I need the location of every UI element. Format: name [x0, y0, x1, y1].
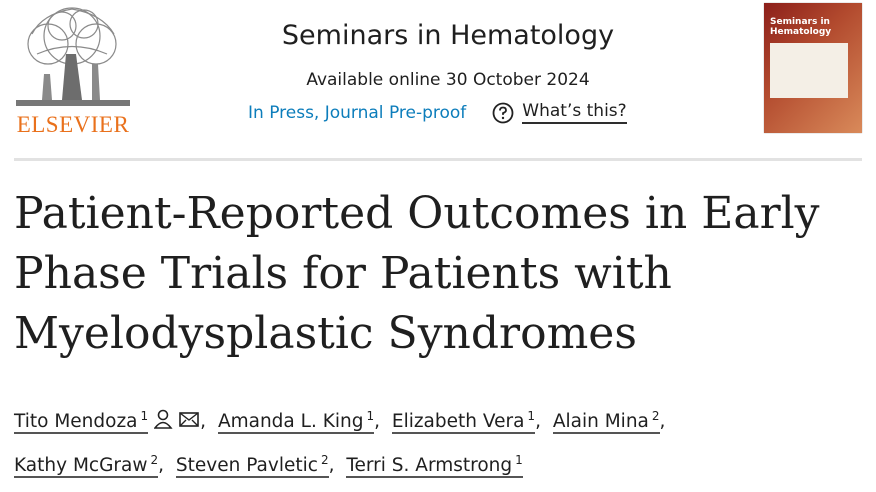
author: Elizabeth Vera 1 — [391, 409, 547, 435]
author: Terri S. Armstrong 1 — [346, 453, 523, 479]
author: Alain Mina 2 — [552, 409, 671, 435]
affiliation[interactable]: 1 — [140, 409, 149, 423]
affiliation[interactable]: 2 — [651, 409, 660, 423]
affiliation[interactable]: 1 — [366, 409, 375, 423]
elsevier-logo[interactable] — [12, 4, 134, 112]
status-link[interactable]: In Press, Journal Pre-proof — [248, 102, 467, 123]
article-title: Patient-Reported Outcomes in Early Phase… — [14, 188, 820, 359]
author-name[interactable]: Elizabeth Vera 1 — [391, 409, 536, 435]
author-name[interactable]: Steven Pavletic 2 — [175, 453, 329, 479]
cover-title: Seminars in Hematology — [770, 17, 832, 37]
author: Kathy McGraw 2 — [14, 453, 170, 479]
affiliation[interactable]: 1 — [515, 453, 523, 468]
author-name[interactable]: Amanda L. King 1 — [217, 409, 375, 435]
author-name[interactable]: Tito Mendoza 1 — [14, 409, 149, 435]
affiliation[interactable]: 2 — [150, 453, 159, 468]
status-line: In Press, Journal Pre-proof What’s this? — [248, 101, 627, 124]
author-icons[interactable] — [153, 409, 200, 434]
affiliation[interactable]: 2 — [320, 453, 329, 468]
author-name[interactable]: Alain Mina 2 — [552, 409, 660, 435]
publisher: ELSEVIER — [16, 112, 130, 137]
cover-figure — [770, 43, 848, 98]
available-date: Available online 30 October 2024 — [306, 70, 590, 90]
affiliation[interactable]: 1 — [527, 409, 536, 423]
contact-icons[interactable] — [153, 409, 200, 429]
help-icon[interactable] — [492, 102, 514, 124]
help-link[interactable]: What’s this? — [522, 101, 627, 124]
journal-title[interactable]: Seminars in Hematology — [281, 20, 615, 51]
author: Amanda L. King 1 — [217, 409, 386, 435]
author: Steven Pavletic 2 — [175, 453, 340, 479]
author-name[interactable]: Kathy McGraw 2 — [14, 453, 159, 479]
author-name[interactable]: Terri S. Armstrong 1 — [346, 453, 523, 479]
separator — [14, 158, 862, 161]
author: Tito Mendoza 1 — [14, 409, 212, 435]
journal-cover[interactable]: Seminars in Hematology — [764, 3, 862, 133]
